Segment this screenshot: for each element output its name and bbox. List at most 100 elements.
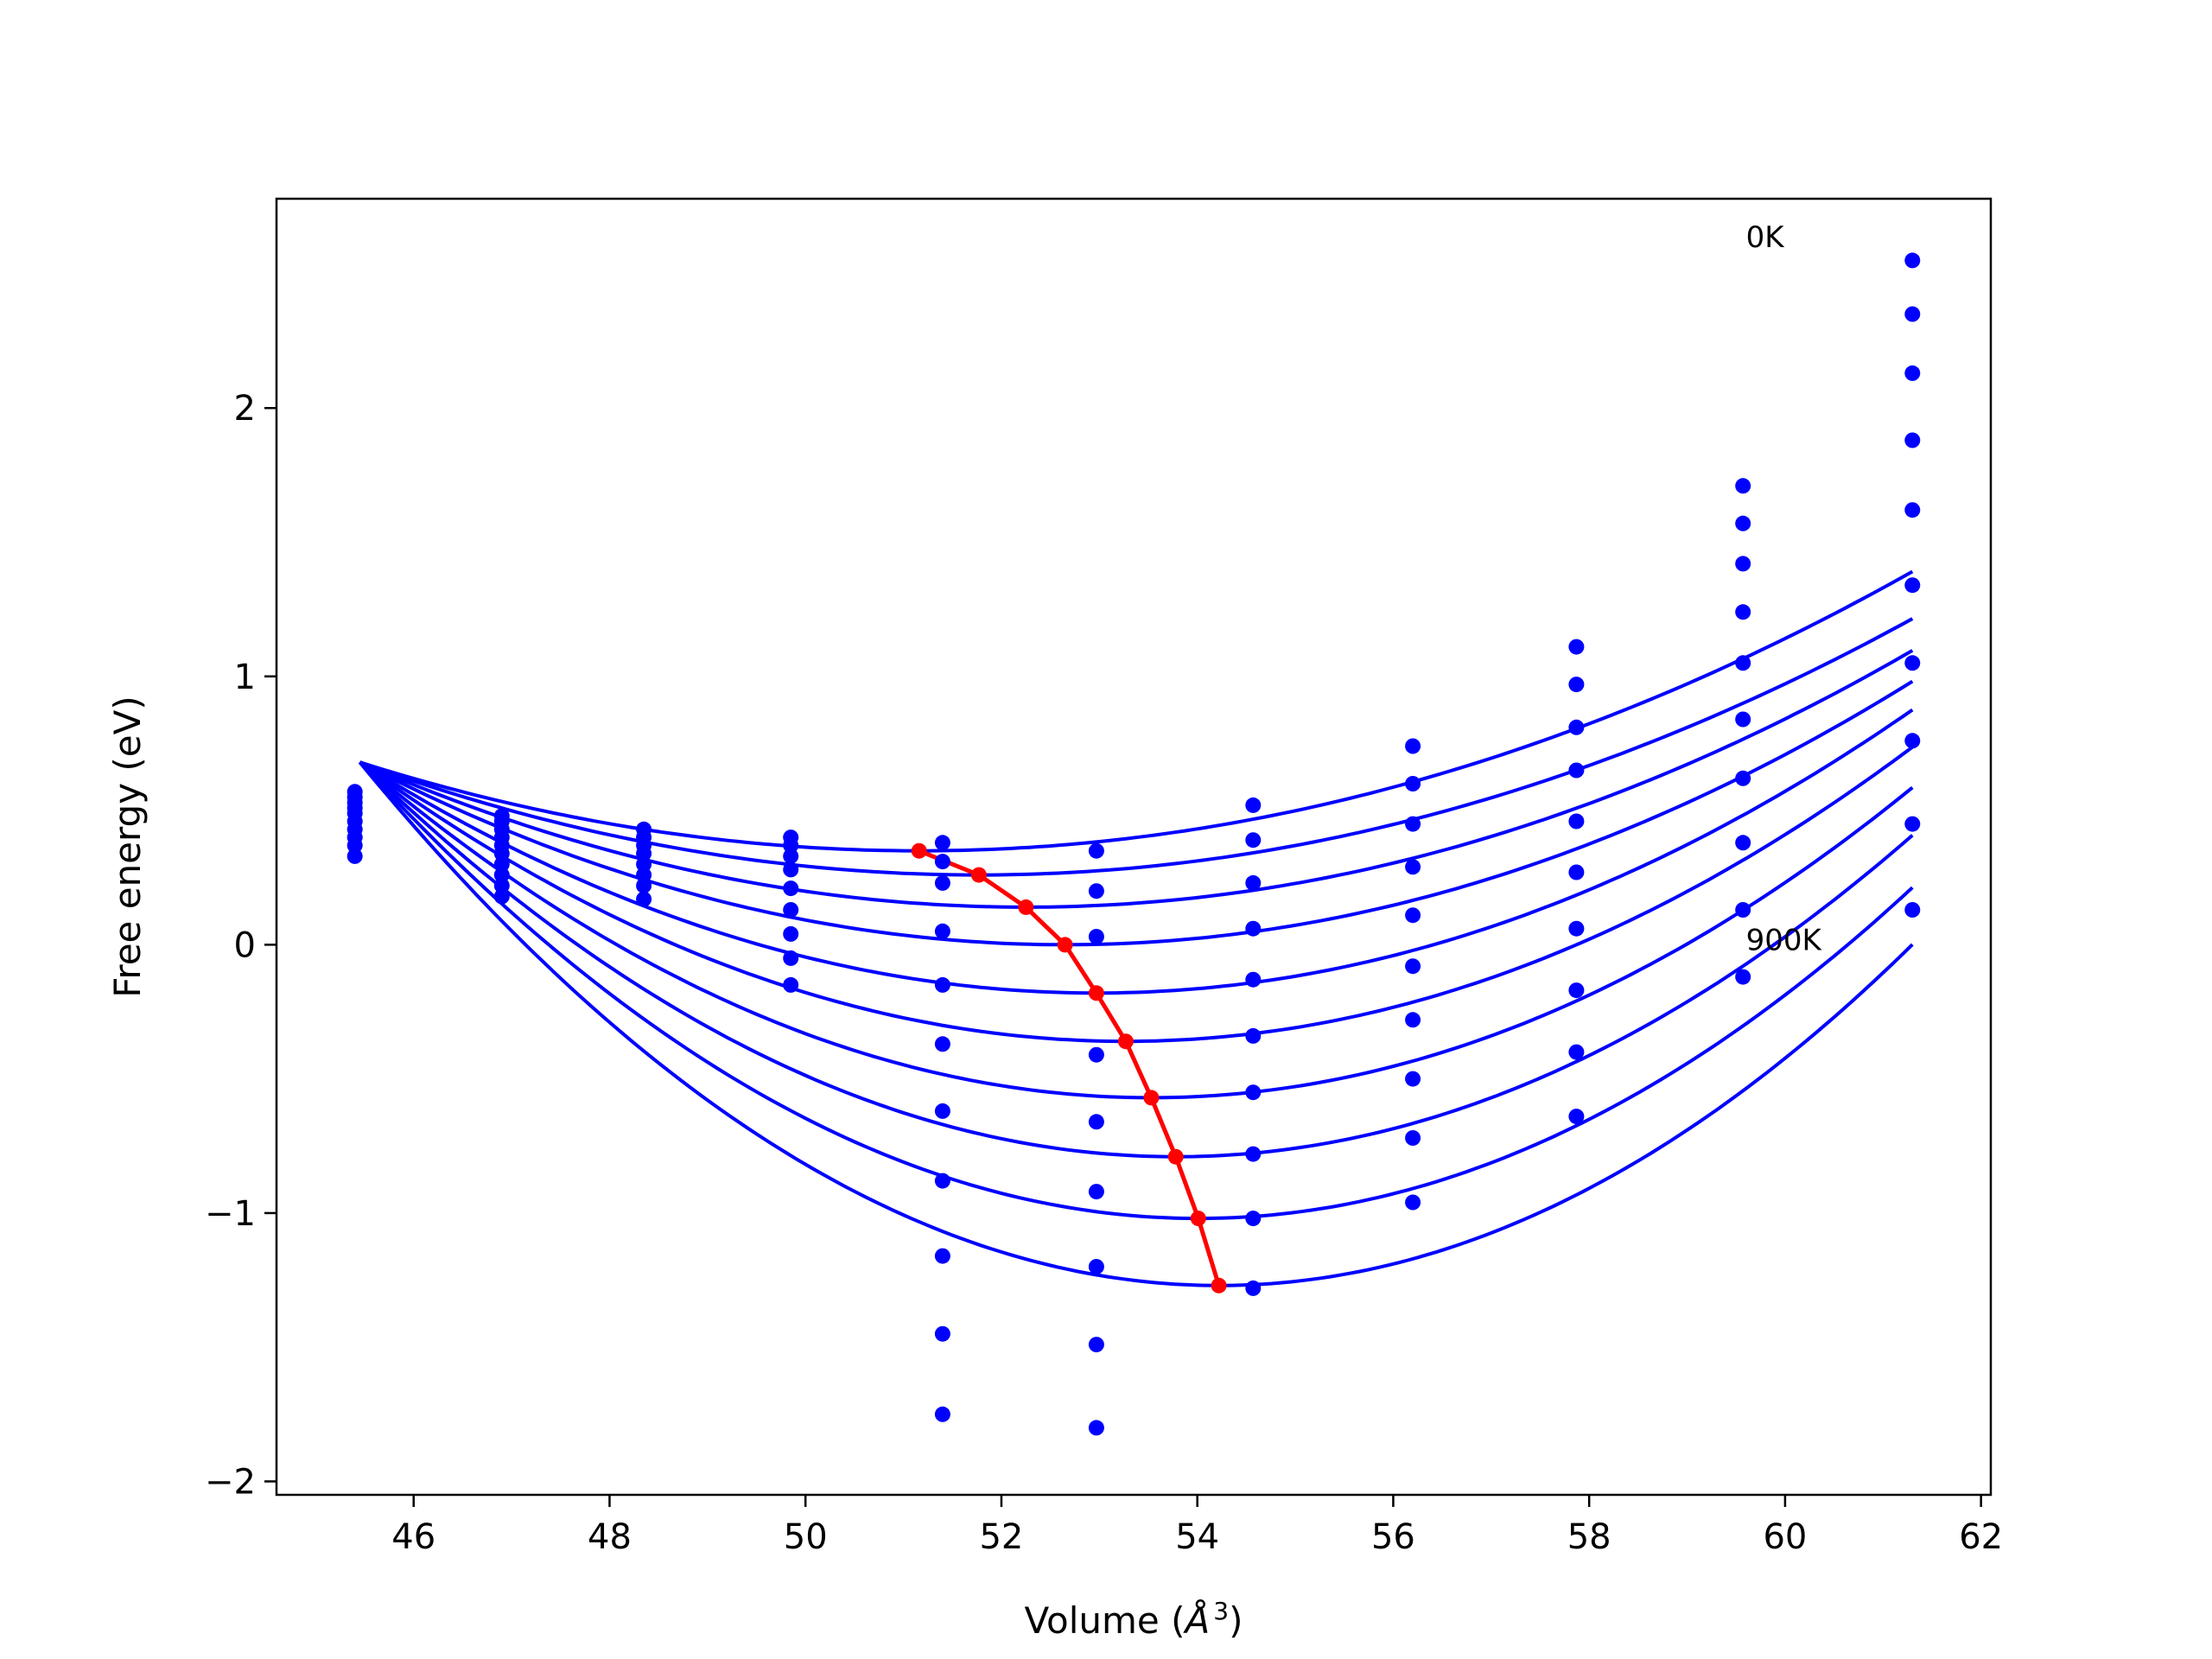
- data-point-400K-2: [636, 856, 652, 873]
- data-point-500K-1: [493, 845, 510, 861]
- data-point-900K-4: [934, 1325, 950, 1342]
- data-point-300K-5: [1088, 1046, 1104, 1063]
- data-point-300K-8: [1568, 762, 1585, 779]
- minimum-point-4: [1088, 985, 1104, 1001]
- fit-curve-200K: [359, 649, 1914, 909]
- annotation-900k: 900K: [1746, 924, 1823, 958]
- data-point-extra-0: [934, 1406, 950, 1422]
- data-point-900K-7: [1405, 1194, 1421, 1211]
- data-point-700K-10: [1904, 733, 1921, 749]
- data-point-800K-7: [1405, 1130, 1421, 1146]
- data-point-900K-8: [1568, 1109, 1585, 1125]
- data-point-600K-4: [934, 1103, 950, 1119]
- x-tick-label-60: 60: [1763, 1517, 1807, 1557]
- data-point-500K-9: [1735, 711, 1751, 728]
- data-point-500K-4: [934, 1036, 950, 1052]
- data-point-600K-6: [1245, 1084, 1262, 1101]
- fit-curve-500K: [359, 745, 1914, 1044]
- plot-frame: [275, 197, 1993, 1497]
- data-point-600K-1: [493, 856, 510, 873]
- fit-curve-800K: [358, 760, 1914, 1221]
- data-point-700K-9: [1735, 835, 1751, 851]
- data-point-800K-1: [493, 878, 510, 893]
- y-tick-label-2: 2: [234, 389, 256, 429]
- data-point-400K-8: [1568, 813, 1585, 830]
- data-point-500K-6: [1245, 1027, 1262, 1044]
- data-point-100K-10: [1904, 306, 1921, 322]
- data-point-100K-4: [934, 854, 950, 870]
- y-tick-label-0: 0: [234, 925, 256, 965]
- minimum-point-8: [1190, 1211, 1206, 1227]
- minimum-energy-line: [918, 849, 1221, 1287]
- data-point-600K-3: [783, 925, 799, 942]
- data-point-800K-3: [783, 976, 799, 993]
- data-point-900K-6: [1245, 1280, 1262, 1296]
- data-point-900K-10: [1904, 902, 1921, 918]
- x-tick-label-46: 46: [391, 1517, 435, 1557]
- x-tick-label-62: 62: [1959, 1517, 2003, 1557]
- data-point-400K-7: [1405, 907, 1421, 924]
- minimum-point-3: [1057, 937, 1073, 953]
- data-point-700K-1: [493, 867, 510, 883]
- data-point-600K-5: [1088, 1259, 1104, 1274]
- data-point-400K-9: [1735, 655, 1751, 671]
- y-tick-label--2: −2: [205, 1462, 256, 1502]
- minimum-point-1: [970, 867, 987, 883]
- y-tick-label-1: 1: [234, 658, 256, 697]
- data-point-0K-10: [1904, 252, 1921, 269]
- fit-curve-700K: [359, 760, 1914, 1159]
- data-point-800K-6: [1245, 1211, 1262, 1227]
- data-point-400K-10: [1904, 502, 1921, 518]
- x-axis-label-close: ): [1229, 1599, 1243, 1642]
- data-point-600K-8: [1568, 920, 1585, 937]
- minimum-point-5: [1117, 1033, 1134, 1050]
- fit-curves: [358, 569, 1914, 1287]
- minimum-point-7: [1167, 1148, 1184, 1165]
- axis-ticks: 46 48 50 52 54 56 58 60 62 −2 −1 0 1 2: [205, 389, 2003, 1557]
- data-point-500K-3: [783, 902, 799, 918]
- data-point-800K-9: [1735, 902, 1751, 918]
- data-point-600K-9: [1735, 770, 1751, 786]
- data-point-0K-7: [1405, 738, 1421, 754]
- data-point-0K-5: [1088, 842, 1104, 859]
- data-point-200K-10: [1904, 365, 1921, 381]
- data-points: [346, 252, 1921, 1436]
- x-tick-label-48: 48: [588, 1517, 632, 1557]
- x-axis-label-exponent: 3: [1213, 1597, 1229, 1625]
- data-point-300K-3: [783, 861, 799, 878]
- data-point-200K-4: [934, 874, 950, 891]
- x-tick-label-52: 52: [979, 1517, 1023, 1557]
- data-point-500K-5: [1088, 1184, 1104, 1200]
- data-point-700K-5: [1088, 1337, 1104, 1353]
- fit-curve-100K: [359, 617, 1914, 877]
- data-point-300K-7: [1405, 859, 1421, 875]
- data-point-200K-8: [1568, 719, 1585, 735]
- minimum-point-0: [911, 842, 927, 859]
- data-point-300K-6: [1245, 920, 1262, 937]
- fit-curve-0K: [359, 569, 1914, 853]
- data-point-700K-8: [1568, 982, 1585, 999]
- data-point-700K-6: [1245, 1146, 1262, 1162]
- x-tick-label-56: 56: [1371, 1517, 1415, 1557]
- data-point-400K-5: [1088, 1114, 1104, 1130]
- data-point-500K-7: [1405, 958, 1421, 975]
- minimum-point-9: [1211, 1277, 1227, 1294]
- data-point-900K-0: [346, 848, 363, 864]
- data-point-200K-5: [1088, 929, 1104, 944]
- y-tick-label--1: −1: [205, 1194, 256, 1234]
- minimum-point-2: [1018, 899, 1034, 915]
- data-point-800K-10: [1904, 816, 1921, 832]
- data-point-900K-9: [1735, 969, 1751, 985]
- data-point-0K-4: [934, 835, 950, 851]
- data-point-100K-9: [1735, 515, 1751, 531]
- data-point-600K-2: [636, 878, 652, 893]
- data-point-800K-5: [1088, 1420, 1104, 1436]
- fit-curve-900K: [358, 760, 1914, 1287]
- data-point-800K-4: [934, 1248, 950, 1264]
- minimum-curve-group: [911, 842, 1227, 1294]
- data-point-600K-7: [1405, 1012, 1421, 1028]
- data-point-800K-8: [1568, 1044, 1585, 1060]
- data-point-100K-5: [1088, 883, 1104, 899]
